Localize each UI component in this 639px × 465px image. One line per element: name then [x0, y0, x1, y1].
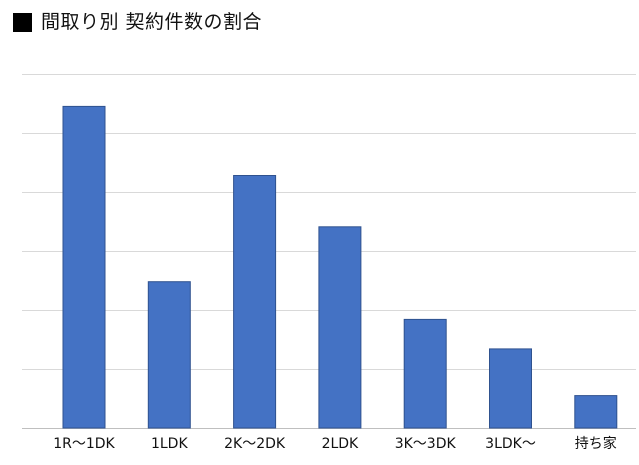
chart-title: 間取り別 契約件数の割合 — [13, 9, 262, 35]
bar-1 — [62, 105, 106, 429]
x-tick-label: 3K～3DK — [395, 436, 457, 452]
bar-4 — [318, 226, 362, 429]
x-tick-label: 2LDK — [322, 436, 359, 452]
bar-5 — [403, 318, 447, 429]
bar-3 — [233, 175, 277, 429]
x-tick-labels: 1R～1DK 1LDK 2K～2DK 2LDK 3K～3DK 3LDK～ 持ち家 — [53, 435, 617, 452]
bars — [62, 105, 618, 429]
x-tick-label: 1LDK — [151, 436, 188, 452]
bar-6 — [489, 348, 532, 429]
bar-2 — [147, 281, 191, 429]
chart-title-text: 間取り別 契約件数の割合 — [41, 11, 263, 33]
grid-lines — [22, 74, 636, 429]
x-tick-label: 1R～1DK — [53, 436, 115, 452]
x-tick-label: 2K～2DK — [224, 436, 286, 452]
x-tick-label: 3LDK～ — [485, 436, 536, 452]
bar-7 — [574, 395, 618, 429]
x-tick-label: 持ち家 — [575, 435, 617, 452]
title-square-icon — [13, 12, 32, 32]
